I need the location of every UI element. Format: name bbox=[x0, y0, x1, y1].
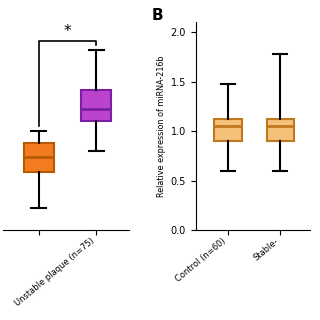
Text: *: * bbox=[64, 24, 71, 39]
PathPatch shape bbox=[81, 90, 111, 121]
Y-axis label: Relative expression of miRNA-216b: Relative expression of miRNA-216b bbox=[157, 56, 166, 197]
PathPatch shape bbox=[267, 119, 294, 141]
PathPatch shape bbox=[24, 143, 54, 172]
PathPatch shape bbox=[214, 119, 242, 141]
Text: B: B bbox=[152, 8, 164, 23]
